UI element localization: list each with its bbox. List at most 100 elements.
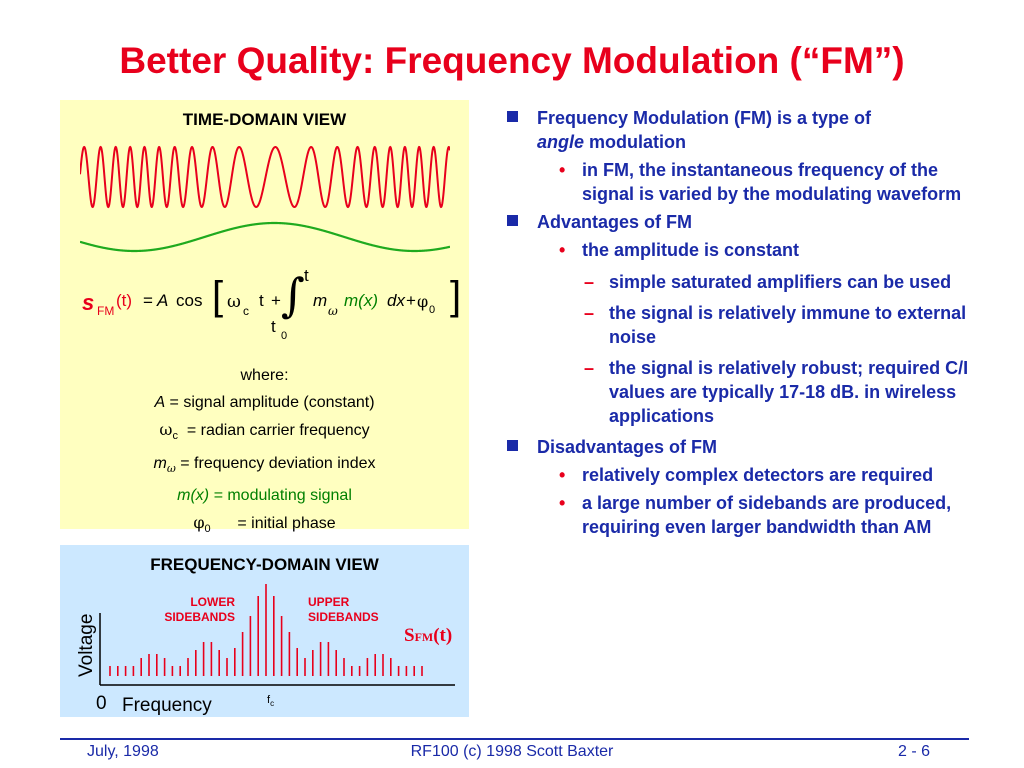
bullet-text: in FM, the instantaneous frequency of th… [582,160,962,204]
fm-formula: s FM (t) = A cos [ ω c t + ∫ t t 0 m ω m… [60,260,469,350]
formula-right-bracket: ] [450,274,462,318]
where-m-desc: = frequency deviation index [175,455,376,473]
time-domain-panel: TIME-DOMAIN VIEW s FM (t) = A cos [ ω c … [60,100,469,536]
formula-t: t [259,291,264,310]
square-bullet-icon [507,215,518,226]
footer-page-number: 2 - 6 [898,743,931,760]
fm-modulated-wave [80,145,450,209]
dash-bullet-icon: – [584,303,595,323]
bullet-fm-definition: Frequency Modulation (FM) is a type of an… [505,106,985,154]
lower-label-line2: SIDEBANDS [164,610,235,624]
modulating-wave [80,221,450,253]
formula-mx: m(x) [344,291,378,310]
where-omega-symbol: ω [159,420,173,439]
where-legend: where: A = signal amplitude (constant) ω… [60,362,469,544]
where-a-desc: signal amplitude (constant) [183,394,375,411]
bullet-text: relatively complex detectors are require… [582,465,934,485]
voltage-axis-label: Voltage [76,613,97,677]
dash-bullet-icon: – [584,272,595,292]
where-phi-desc: = initial phase [210,515,336,533]
origin-zero-label: 0 [96,693,107,714]
frequency-axis-label: Frequency [122,695,212,716]
dash-bullet-icon: – [584,358,595,378]
bullet-text: the signal is relatively robust; require… [609,358,969,426]
bullet-text: the signal is relatively immune to exter… [609,303,967,347]
dot-bullet-icon: • [559,160,566,180]
bullet-robust: – the signal is relatively robust; requir… [505,356,985,428]
upper-label-line2: SIDEBANDS [308,610,379,624]
formula-phi: φ [417,292,429,311]
bullet-text: the amplitude is constant [582,240,800,260]
where-m-symbol: m [153,455,167,473]
bullet-fm-text1: Frequency Modulation (FM) is a type of [537,108,872,128]
slide-title: Better Quality: Frequency Modulation (“F… [119,40,905,81]
formula-fm-subscript: FM [97,304,115,318]
formula-integral-lower: t [271,317,276,336]
sfm-t: (t) [433,625,453,646]
bullet-fm-italic: angle [537,132,585,152]
where-mx-desc: modulating signal [222,487,352,505]
where-omega-desc: = radian carrier frequency [177,422,370,439]
where-omega-sub: c [172,430,178,443]
square-bullet-icon [507,440,518,451]
formula-m-subscript: ω [328,304,338,318]
where-mx-line: m(x) = modulating signal [60,482,469,509]
lower-sidebands-label: LOWER SIDEBANDS [140,595,235,625]
formula-plus: + [271,291,281,310]
where-phi-line: φ0 = initial phase [60,509,469,543]
formula-phi-subscript: 0 [429,304,436,316]
frequency-domain-panel: FREQUENCY-DOMAIN VIEW LOWER SIDEBANDS UPP… [60,545,469,717]
lower-label-line1: LOWER [190,595,235,609]
fm-waveform-graphic [80,145,450,253]
dot-bullet-icon: • [559,465,566,485]
sfm-s: S [404,625,415,646]
where-phi-symbol: φ [193,513,205,533]
dot-bullet-icon: • [559,240,566,260]
where-m-line: mω = frequency deviation index [60,450,469,482]
where-amplitude-line: A = signal amplitude (constant) [60,389,469,416]
bullet-text: Advantages of FM [537,212,693,232]
upper-sidebands-label: UPPER SIDEBANDS [308,595,408,625]
formula-amplitude: A [157,291,169,310]
where-m-sub: ω [166,462,176,476]
bullet-text: Disadvantages of FM [537,437,718,457]
fc-sub: c [270,699,275,709]
formula-integral-upper: t [304,266,309,285]
bullet-text: simple saturated amplifiers can be used [609,272,952,292]
where-a-symbol: A [154,394,166,411]
formula-integral-lower-sub: 0 [281,330,288,342]
formula-t-arg: (t) [116,291,133,310]
formula-cos: cos [176,291,203,310]
formula-m: m [313,291,328,310]
square-bullet-icon [507,111,518,122]
bullet-fm-text2: modulation [584,132,687,152]
time-domain-title: TIME-DOMAIN VIEW [182,110,347,129]
bullet-instantaneous-frequency: • in FM, the instantaneous frequency of t… [505,158,985,206]
bullet-disadvantages: Disadvantages of FM [505,435,985,459]
bullet-list: Frequency Modulation (FM) is a type of an… [505,106,985,543]
formula-dx: dx [387,291,405,310]
dot-bullet-icon: • [559,493,566,513]
sfm-subscript: FM [414,630,434,644]
formula-c-subscript: c [243,304,249,318]
footer-date: July, 1998 [87,743,159,760]
bullet-advantages: Advantages of FM [505,210,985,234]
frequency-domain-title: FREQUENCY-DOMAIN VIEW [150,555,379,574]
footer-copyright: RF100 (c) 1998 Scott Baxter [410,743,614,760]
upper-label-line1: UPPER [308,595,350,609]
where-a-eq: = [165,394,184,411]
bullet-amplitude-constant: • the amplitude is constant [505,238,985,262]
formula-integral: ∫ [281,268,305,322]
bullet-saturated-amplifiers: – simple saturated amplifiers can be used [505,270,985,294]
formula-s: s [82,290,95,315]
bullet-many-sidebands: • a large number of sidebands are produce… [505,491,985,539]
bullet-immune-noise: – the signal is relatively immune to exte… [505,301,985,349]
bullet-text: a large number of sidebands are produced… [582,493,952,537]
spectrum-lines [109,584,423,676]
formula-left-bracket: [ [212,274,224,318]
formula-omega: ω [227,292,241,312]
formula-plus-2: + [406,291,416,310]
where-heading: where: [240,367,289,384]
carrier-frequency-label: fc [267,694,274,708]
where-omega-line: ωc = radian carrier frequency [60,416,469,450]
